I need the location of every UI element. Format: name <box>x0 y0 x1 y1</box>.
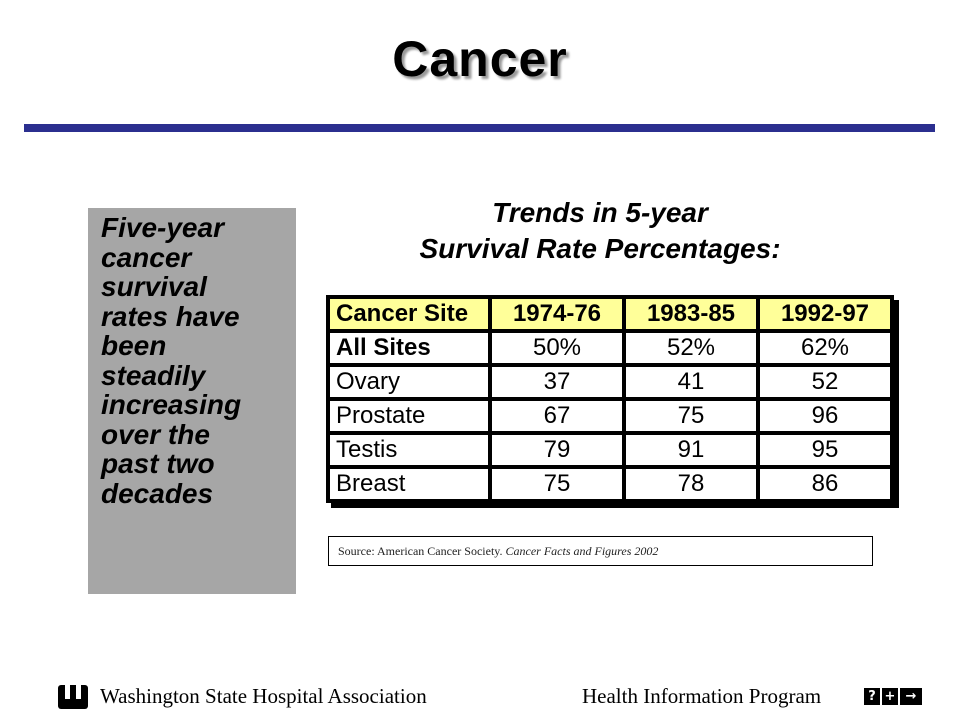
table-header-row: Cancer Site 1974-76 1983-85 1992-97 <box>330 299 890 329</box>
table-row: Testis 79 91 95 <box>330 435 890 465</box>
survival-rate-table: Cancer Site 1974-76 1983-85 1992-97 All … <box>326 295 894 503</box>
table-row: Ovary 37 41 52 <box>330 367 890 397</box>
row-value: 75 <box>626 401 756 431</box>
title-divider <box>24 124 935 132</box>
row-value: 37 <box>492 367 622 397</box>
row-value: 50% <box>492 333 622 363</box>
row-value: 52% <box>626 333 756 363</box>
row-value: 96 <box>760 401 890 431</box>
side-note-panel <box>88 208 296 594</box>
row-site: Ovary <box>330 367 488 397</box>
source-citation: Source: American Cancer Society. Cancer … <box>328 536 873 566</box>
row-value: 75 <box>492 469 622 499</box>
row-site: Testis <box>330 435 488 465</box>
row-value: 52 <box>760 367 890 397</box>
next-arrow-icon[interactable]: → <box>900 688 922 705</box>
row-value: 79 <box>492 435 622 465</box>
table-title-line2: Survival Rate Percentages: <box>419 233 781 264</box>
row-site: Breast <box>330 469 488 499</box>
row-value: 95 <box>760 435 890 465</box>
row-value: 78 <box>626 469 756 499</box>
table-title: Trends in 5-year Survival Rate Percentag… <box>330 195 870 267</box>
side-note-text: Five-year cancer survival rates have bee… <box>101 212 242 509</box>
row-site: Prostate <box>330 401 488 431</box>
row-value: 41 <box>626 367 756 397</box>
row-value: 86 <box>760 469 890 499</box>
header-1974-76: 1974-76 <box>492 299 622 329</box>
wsha-logo-icon <box>58 685 88 709</box>
table-row: All Sites 50% 52% 62% <box>330 333 890 363</box>
source-prefix: Source: American Cancer Society. <box>338 544 506 558</box>
slide-navigation: ? + → <box>864 688 922 705</box>
table-title-line1: Trends in 5-year <box>492 197 708 228</box>
row-site: All Sites <box>330 333 488 363</box>
survival-table-container: Cancer Site 1974-76 1983-85 1992-97 All … <box>326 295 894 503</box>
help-icon[interactable]: ? <box>864 688 880 705</box>
source-title: Cancer Facts and Figures 2002 <box>505 544 659 558</box>
plus-icon[interactable]: + <box>882 688 898 705</box>
header-1992-97: 1992-97 <box>760 299 890 329</box>
header-1983-85: 1983-85 <box>626 299 756 329</box>
table-row: Breast 75 78 86 <box>330 469 890 499</box>
row-value: 67 <box>492 401 622 431</box>
table-row: Prostate 67 75 96 <box>330 401 890 431</box>
footer-organization: Washington State Hospital Association <box>100 684 427 708</box>
row-value: 91 <box>626 435 756 465</box>
row-value: 62% <box>760 333 890 363</box>
header-cancer-site: Cancer Site <box>330 299 488 329</box>
slide-title: Cancer <box>392 31 568 87</box>
footer-program: Health Information Program <box>582 684 822 708</box>
